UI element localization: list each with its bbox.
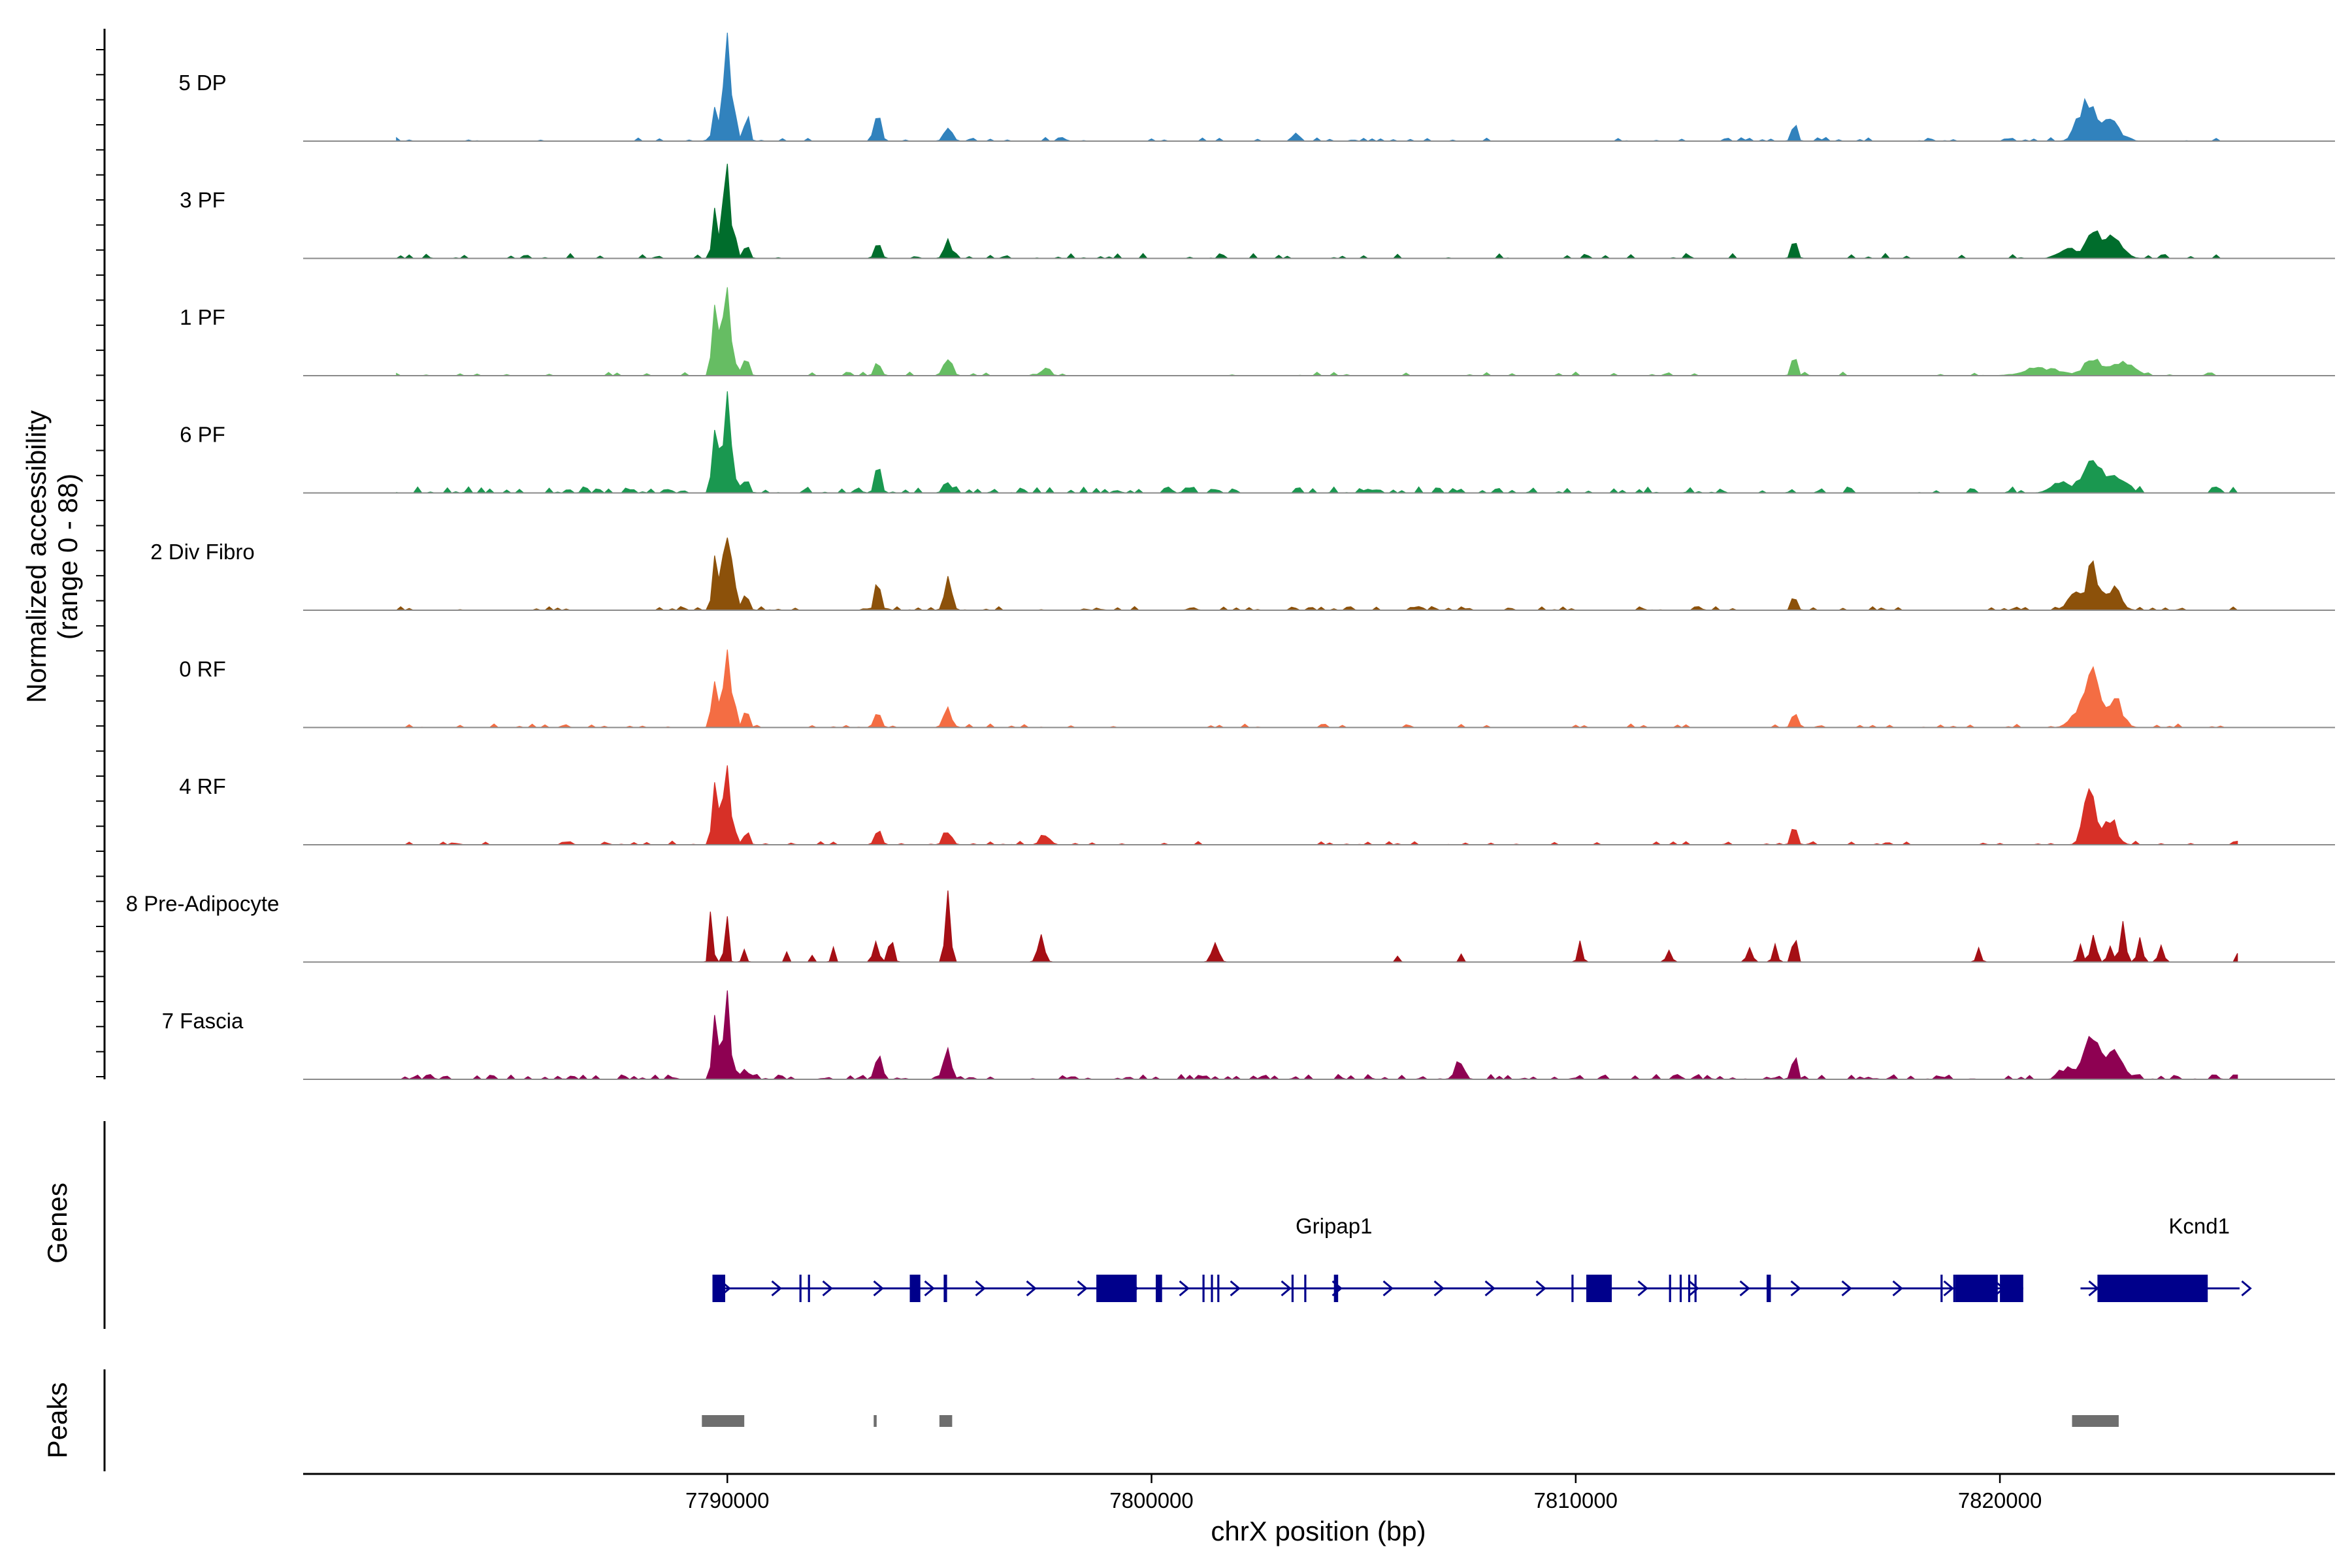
peak-3 bbox=[2072, 1415, 2119, 1427]
exon bbox=[1669, 1275, 1671, 1302]
strand-arrow bbox=[1433, 1280, 1445, 1297]
peak-regions bbox=[702, 1415, 2119, 1427]
exon bbox=[943, 1275, 947, 1302]
track-label-8: 7 Fascia bbox=[162, 1009, 244, 1033]
strand-arrow bbox=[924, 1280, 935, 1297]
track-label-3: 6 PF bbox=[180, 423, 225, 447]
exon bbox=[1333, 1275, 1339, 1302]
exon bbox=[1767, 1275, 1771, 1302]
strand-arrow bbox=[1739, 1280, 1750, 1297]
exon bbox=[1953, 1275, 1955, 1302]
strand-arrow bbox=[1790, 1280, 1801, 1297]
strand-arrow bbox=[1688, 1280, 1699, 1297]
track-labels: 5 DP 3 PF 1 PF 6 PF 2 Div Fibro 0 RF 4 RF 8 Pre… bbox=[126, 71, 280, 1033]
strand-arrow bbox=[1230, 1280, 1241, 1297]
exon bbox=[1694, 1275, 1697, 1302]
strand-arrow bbox=[1637, 1280, 1648, 1297]
gene-annotation: Gripap1 Kcnd1 bbox=[712, 1214, 2252, 1302]
exon bbox=[799, 1275, 802, 1302]
strand-arrow bbox=[771, 1280, 782, 1297]
exon bbox=[2000, 1275, 2023, 1302]
series-area-5 bbox=[396, 649, 2238, 728]
x-tick-label-1: 7800000 bbox=[1109, 1488, 1193, 1512]
track-8 bbox=[303, 990, 2335, 1080]
peak-0 bbox=[702, 1415, 745, 1427]
exon bbox=[808, 1275, 810, 1302]
strand-arrow bbox=[822, 1280, 833, 1297]
exon bbox=[2097, 1275, 2208, 1302]
track-5 bbox=[303, 649, 2335, 728]
exon bbox=[1571, 1275, 1574, 1302]
track-label-6: 4 RF bbox=[179, 774, 226, 798]
exon bbox=[1211, 1275, 1213, 1302]
exon bbox=[1955, 1275, 1998, 1302]
track-label-5: 0 RF bbox=[179, 657, 226, 681]
exon bbox=[1217, 1275, 1220, 1302]
track-7 bbox=[303, 890, 2335, 963]
series-area-4 bbox=[395, 537, 2239, 611]
strand-arrow bbox=[1281, 1280, 1292, 1297]
series-area-1 bbox=[395, 163, 2238, 259]
gene-Gripap1: Gripap1 bbox=[712, 1214, 2023, 1302]
x-tick-label-2: 7810000 bbox=[1534, 1488, 1618, 1512]
track-label-2: 1 PF bbox=[180, 305, 225, 329]
strand-arrow bbox=[1382, 1280, 1394, 1297]
strand-arrow bbox=[2241, 1280, 2252, 1297]
track-label-1: 3 PF bbox=[180, 188, 225, 212]
exon bbox=[1304, 1275, 1307, 1302]
track-label-4: 2 Div Fibro bbox=[150, 540, 255, 564]
strand-arrow bbox=[975, 1280, 986, 1297]
coverage-tracks bbox=[303, 32, 2335, 1080]
series-area-0 bbox=[396, 32, 2238, 142]
strand-arrow bbox=[1179, 1280, 1190, 1297]
series-area-8 bbox=[396, 990, 2238, 1080]
y-axis-range-label: (range 0 - 88) bbox=[52, 474, 83, 640]
x-tick-label-0: 7790000 bbox=[685, 1488, 769, 1512]
strand-arrow bbox=[1484, 1280, 1495, 1297]
track-1 bbox=[303, 163, 2335, 259]
exon bbox=[1679, 1275, 1682, 1302]
track-4 bbox=[303, 537, 2335, 611]
x-axis-title: chrX position (bp) bbox=[1211, 1516, 1426, 1546]
peak-2 bbox=[939, 1415, 953, 1427]
genes-panel-label: Genes bbox=[42, 1183, 73, 1264]
track-0 bbox=[303, 32, 2335, 142]
series-area-2 bbox=[396, 287, 2238, 376]
series-area-6 bbox=[396, 765, 2238, 845]
strand-arrow bbox=[1943, 1280, 1954, 1297]
exon bbox=[1586, 1275, 1612, 1302]
gene-label: Kcnd1 bbox=[2168, 1214, 2230, 1238]
exon bbox=[1688, 1275, 1691, 1302]
y-axis bbox=[96, 29, 106, 1079]
strand-arrow bbox=[1026, 1280, 1037, 1297]
strand-arrow bbox=[1892, 1280, 1903, 1297]
exon bbox=[1096, 1275, 1137, 1302]
exon bbox=[1156, 1275, 1162, 1302]
track-6 bbox=[303, 765, 2335, 845]
exon bbox=[1291, 1275, 1294, 1302]
strand-arrow bbox=[1535, 1280, 1546, 1297]
peaks-panel-label: Peaks bbox=[42, 1382, 73, 1459]
exon bbox=[1940, 1275, 1943, 1302]
y-axis-title: Normalized accessibility bbox=[21, 410, 52, 703]
strand-arrow bbox=[873, 1280, 884, 1297]
gene-label: Gripap1 bbox=[1296, 1214, 1372, 1238]
strand-arrow bbox=[1077, 1280, 1088, 1297]
track-label-7: 8 Pre-Adipocyte bbox=[126, 892, 280, 916]
x-axis: 7790000 7800000 7810000 7820000 bbox=[685, 1474, 2042, 1512]
gene-Kcnd1: Kcnd1 bbox=[2080, 1214, 2252, 1302]
peak-1 bbox=[874, 1415, 877, 1427]
track-label-0: 5 DP bbox=[178, 71, 226, 95]
series-area-7 bbox=[396, 890, 2238, 963]
track-3 bbox=[303, 391, 2335, 494]
strand-arrow bbox=[1841, 1280, 1852, 1297]
series-area-3 bbox=[396, 391, 2238, 494]
exon bbox=[1202, 1275, 1205, 1302]
exon bbox=[712, 1275, 725, 1302]
track-2 bbox=[303, 287, 2335, 376]
x-tick-label-3: 7820000 bbox=[1958, 1488, 2042, 1512]
exon bbox=[909, 1275, 921, 1302]
